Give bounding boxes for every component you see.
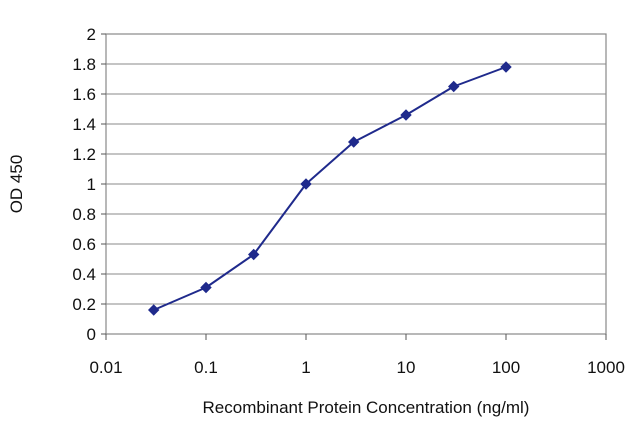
y-tick-label: 1 — [87, 175, 96, 194]
y-tick-label: 0.2 — [72, 295, 96, 314]
data-point — [200, 281, 212, 294]
series-line — [153, 66, 507, 311]
y-tick-label: 1.6 — [72, 85, 96, 104]
x-tick-label: 1 — [301, 358, 310, 377]
data-point — [300, 178, 312, 190]
y-axis-title: OD 450 — [7, 155, 26, 214]
x-axis-title: Recombinant Protein Concentration (ng/ml… — [203, 398, 530, 417]
grid-layer — [106, 63, 606, 305]
x-tick-label: 100 — [492, 358, 520, 377]
y-tick-label: 1.2 — [72, 145, 96, 164]
x-tick-label: 1000 — [587, 358, 625, 377]
data-point — [148, 304, 160, 316]
y-tick-label: 0.6 — [72, 235, 96, 254]
x-tick-label: 10 — [397, 358, 416, 377]
data-point — [348, 136, 360, 148]
y-tick-label: 1.8 — [72, 55, 96, 74]
data-point — [500, 61, 512, 73]
data-point — [248, 248, 260, 261]
series-layer — [148, 61, 512, 316]
y-tick-label: 0.4 — [72, 265, 96, 284]
data-point — [400, 109, 412, 121]
y-tick-label: 0 — [87, 325, 96, 344]
data-point — [448, 80, 460, 93]
x-tick-label: 0.01 — [89, 358, 122, 377]
x-tick-label: 0.1 — [194, 358, 218, 377]
y-tick-label: 2 — [87, 25, 96, 44]
y-axis: 0 0.2 0.4 0.6 0.8 1 1.2 1.4 1.6 1.8 2 — [72, 25, 106, 344]
x-axis: 0.01 0.1 1 10 100 1000 — [89, 334, 625, 377]
y-tick-label: 1.4 — [72, 115, 96, 134]
y-tick-label: 0.8 — [72, 205, 96, 224]
